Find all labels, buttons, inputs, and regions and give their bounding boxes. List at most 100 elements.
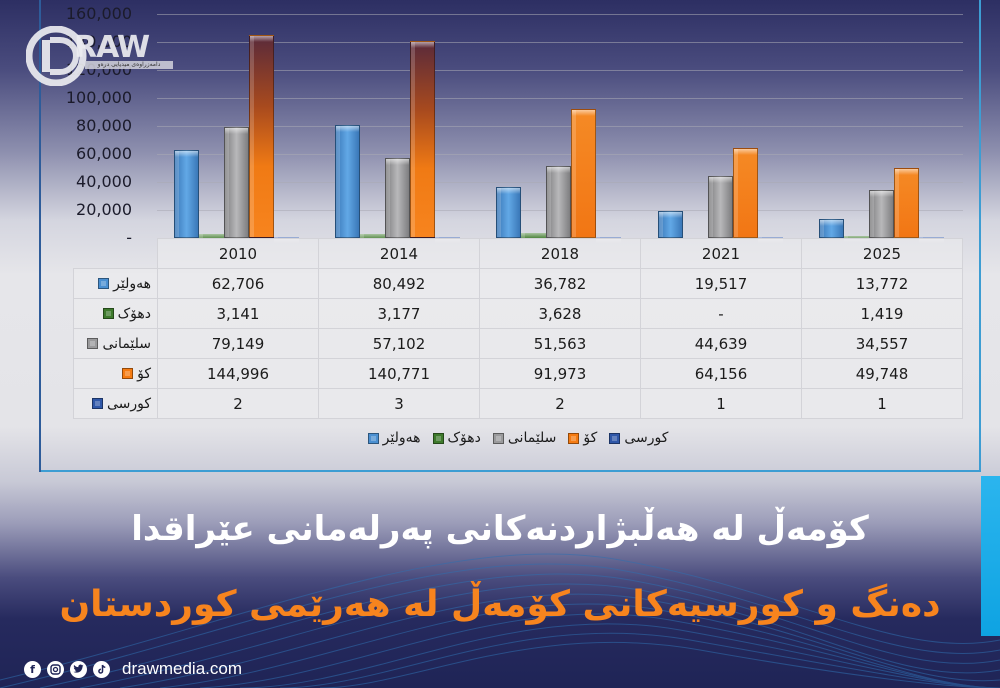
- footer: f drawmedia.com: [24, 658, 242, 680]
- bar-hawler: [496, 186, 522, 238]
- website-link[interactable]: drawmedia.com: [122, 659, 242, 678]
- plot-area: [157, 14, 963, 242]
- legend-swatch-icon: [432, 432, 444, 444]
- bar-sulaymaniyah: [868, 189, 894, 238]
- row-label: کورسی: [73, 388, 158, 419]
- bar-hawler: [174, 150, 199, 238]
- bar-hawler: [335, 125, 361, 238]
- table-header-cell: 2014: [318, 238, 480, 269]
- legend-swatch-icon: [91, 398, 103, 409]
- accent-bar: [981, 476, 1000, 636]
- bar-total: [893, 168, 919, 238]
- logo-tagline: دامەزراوەی میدیایی درەو: [85, 61, 173, 69]
- bar-duhok: [521, 232, 547, 240]
- draw-logo-mark-icon: [25, 25, 87, 87]
- table-cell: 91,973: [479, 358, 641, 389]
- instagram-icon[interactable]: [47, 660, 64, 678]
- row-label-text: کۆ: [137, 365, 151, 382]
- chart-frame-left-edge: [39, 0, 41, 472]
- table-cell: 79,149: [157, 328, 319, 359]
- tiktok-icon[interactable]: [93, 660, 110, 678]
- y-tick: 160,000: [65, 4, 132, 23]
- bar-hawler: [657, 210, 683, 238]
- facebook-icon[interactable]: f: [24, 660, 41, 678]
- gridline: [157, 98, 963, 99]
- table-cell: 62,706: [157, 268, 319, 299]
- logo-wordmark: RAW: [74, 30, 150, 65]
- bar-total: [571, 109, 597, 238]
- bar-hawler: [818, 218, 844, 238]
- legend-item-sulaymaniyah: سلێمانی: [492, 430, 556, 446]
- table-cell: 34,557: [801, 328, 963, 359]
- gridline: [157, 70, 963, 71]
- row-label-text: کورسی: [106, 395, 151, 412]
- row-label-text: سلێمانی: [102, 335, 151, 352]
- table-header-cell: 2010: [157, 238, 319, 269]
- table-cell: 1: [801, 388, 963, 419]
- table-cell: 49,748: [801, 358, 963, 389]
- y-tick: 80,000: [76, 116, 132, 135]
- gridline: [157, 126, 963, 127]
- bar-duhok: [199, 233, 224, 241]
- bar-duhok: [360, 233, 386, 241]
- table-cell: 1: [640, 388, 802, 419]
- chart-legend: کورسی کۆ سلێمانی دهۆک هەولێر: [333, 430, 703, 446]
- gridline: [157, 14, 963, 15]
- legend-swatch-icon: [367, 432, 379, 444]
- row-label-text: دهۆک: [117, 305, 151, 322]
- table-cell: 44,639: [640, 328, 802, 359]
- table-cell: 2: [479, 388, 641, 419]
- bar-sulaymaniyah: [707, 175, 733, 238]
- row-label: هەولێر: [73, 268, 158, 299]
- table-cell: -: [640, 298, 802, 329]
- row-label: سلێمانی: [73, 328, 158, 359]
- legend-swatch-icon: [568, 432, 580, 444]
- table-cell: 3,628: [479, 298, 641, 329]
- headline-title: کۆمەڵ لە هەڵبژاردنەکانی پەرلەمانی عێراقد…: [131, 509, 869, 549]
- legend-swatch-icon: [122, 368, 134, 379]
- table-cell: 3,177: [318, 298, 480, 329]
- legend-swatch-icon: [87, 338, 99, 349]
- legend-item-seats: کورسی: [609, 430, 668, 446]
- bar-sulaymaniyah: [224, 127, 249, 238]
- legend-label: کورسی: [624, 430, 669, 446]
- gridline: [157, 154, 963, 155]
- table-cell: 57,102: [318, 328, 480, 359]
- y-tick: 100,000: [65, 88, 132, 107]
- table-header-cell: 2018: [479, 238, 641, 269]
- table-cell: 140,771: [318, 358, 480, 389]
- table-cell: 2: [157, 388, 319, 419]
- y-tick: -: [126, 228, 132, 247]
- table-row: کۆ 144,996 140,771 91,973 64,156 49,748: [73, 358, 963, 389]
- table-cell: 3,141: [157, 298, 319, 329]
- table-cell: 13,772: [801, 268, 963, 299]
- table-cell: 64,156: [640, 358, 802, 389]
- table-header-row: 2010 2014 2018 2021 2025: [74, 238, 963, 269]
- headline-subtitle: دەنگ و کورسیەکانی کۆمەڵ لە هەرێمی کوردست…: [59, 584, 941, 625]
- legend-swatch-icon: [492, 432, 504, 444]
- table-cell: 36,782: [479, 268, 641, 299]
- legend-item-duhok: دهۆک: [432, 430, 481, 446]
- twitter-icon[interactable]: [70, 660, 87, 678]
- legend-swatch-icon: [609, 432, 621, 444]
- gridline: [157, 42, 963, 43]
- legend-item-total: کۆ: [568, 430, 597, 446]
- legend-swatch-icon: [102, 308, 114, 319]
- legend-swatch-icon: [98, 278, 110, 289]
- table-cell: 19,517: [640, 268, 802, 299]
- table-header-cell: 2025: [801, 238, 963, 269]
- bar-total: [732, 148, 758, 238]
- bar-total: [249, 35, 274, 238]
- y-tick: 60,000: [76, 144, 132, 163]
- row-label-text: هەولێر: [113, 275, 151, 292]
- wave-pattern: [0, 553, 1000, 688]
- y-tick: 40,000: [76, 172, 132, 191]
- table-row: دهۆک 3,141 3,177 3,628 - 1,419: [73, 298, 963, 329]
- table-cell: 1,419: [801, 298, 963, 329]
- table-cell: 144,996: [157, 358, 319, 389]
- table-cell: 3: [318, 388, 480, 419]
- bar-sulaymaniyah: [385, 158, 411, 238]
- table-cell: 51,563: [479, 328, 641, 359]
- legend-label: کۆ: [583, 430, 598, 446]
- table-row: هەولێر 62,706 80,492 36,782 19,517 13,77…: [73, 268, 963, 299]
